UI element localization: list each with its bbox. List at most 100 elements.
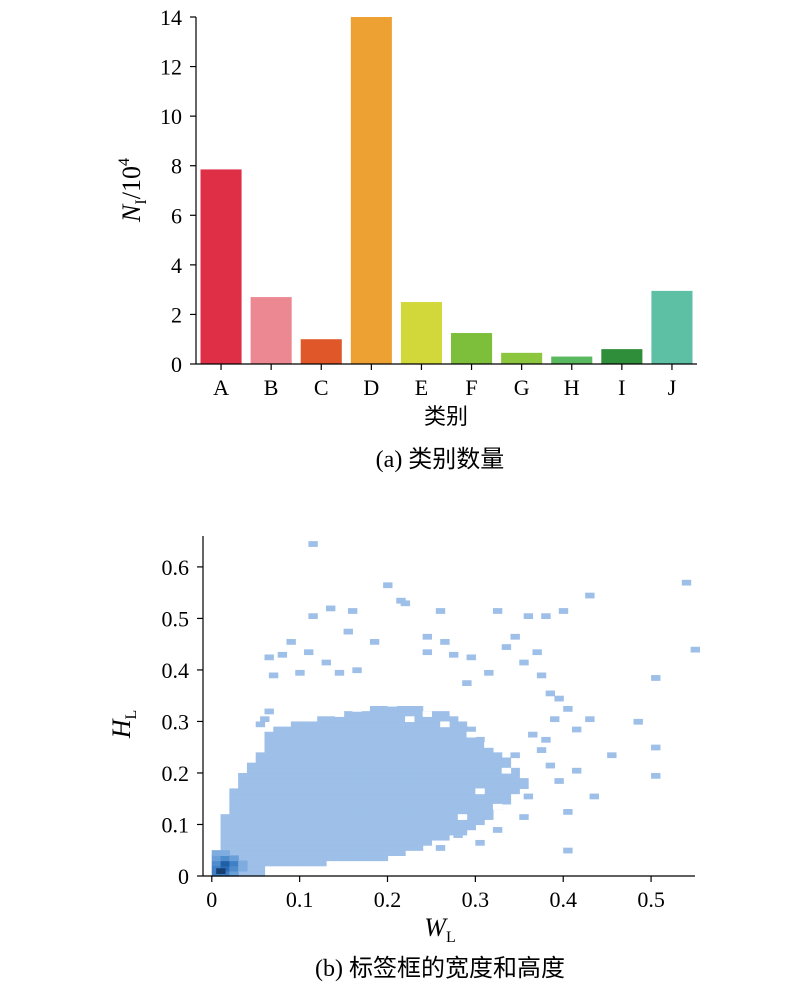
density-cell [273, 860, 283, 867]
outlier-cell [585, 716, 595, 723]
outlier-cell [295, 669, 305, 676]
outlier-cell [572, 726, 582, 733]
density-cell [290, 845, 301, 851]
density-cells [211, 541, 700, 877]
density-cell [475, 772, 485, 779]
density-cell [273, 762, 283, 769]
density-cell [282, 742, 292, 748]
outlier-cell [334, 669, 345, 676]
density-cell [422, 747, 433, 753]
density-cell [326, 839, 336, 846]
density-cell [229, 845, 239, 851]
density-cell [457, 793, 468, 800]
density-cell [255, 824, 266, 831]
density-cell [264, 752, 274, 759]
outlier-cell [264, 708, 274, 715]
bar-F [451, 333, 493, 364]
density-cell [405, 783, 415, 790]
outlier-cell [607, 752, 617, 759]
outlier-cell [523, 793, 534, 800]
y-tick-label: 8 [171, 154, 182, 179]
density-cell [255, 839, 266, 846]
density-cell [457, 742, 468, 748]
density-cell [255, 793, 266, 800]
density-cell [361, 829, 371, 836]
density-cell [290, 819, 301, 826]
density-cell [352, 839, 362, 846]
density-cell [378, 706, 389, 712]
density-cell [369, 767, 380, 774]
density-cell [255, 870, 266, 877]
density-cell [405, 757, 415, 764]
density-core-cell [229, 860, 239, 867]
density-cell [449, 762, 459, 769]
density-cell [475, 736, 485, 743]
density-cell [396, 757, 406, 764]
density-cell [246, 793, 257, 800]
density-cell [457, 803, 468, 810]
density-cell [282, 747, 292, 753]
density-cell [264, 778, 274, 784]
density-cell [352, 752, 362, 759]
density-cell [378, 747, 389, 753]
density-cell [326, 824, 336, 831]
density-cell [387, 731, 397, 738]
density-cell [369, 742, 380, 748]
x-tick-label: 0 [206, 887, 217, 912]
density-cell [317, 716, 327, 723]
density-cell [326, 819, 336, 826]
density-cell [343, 757, 353, 764]
density-cell [449, 803, 459, 810]
density-cell [369, 803, 380, 810]
outlier-cell [519, 659, 529, 666]
density-cell [396, 721, 406, 728]
density-cell [369, 736, 380, 743]
density-gap [501, 767, 512, 774]
density-cell [369, 778, 380, 784]
density-cell [361, 793, 371, 800]
outlier-cell [352, 667, 362, 674]
density-cell [299, 772, 310, 779]
density-cell [343, 829, 353, 836]
density-cell [308, 752, 318, 759]
density-cell [317, 778, 327, 784]
density-cell [334, 716, 345, 723]
density-cell [273, 767, 283, 774]
density-cell [255, 855, 266, 862]
density-cell [466, 778, 476, 784]
y-axis-label-main: H [107, 718, 136, 739]
density-cell [484, 803, 494, 810]
density-cell [290, 772, 301, 779]
density-cell [369, 757, 380, 764]
density-cell [290, 731, 301, 738]
outlier-cell [633, 718, 643, 725]
density-core-cell [220, 850, 230, 856]
density-cell [431, 809, 441, 815]
density-cell [466, 809, 476, 815]
density-cell [255, 752, 266, 759]
density-cell [369, 829, 380, 836]
density-cell [361, 809, 371, 815]
density-cell [396, 845, 406, 851]
density-cell [413, 736, 424, 743]
x-tick-label: H [564, 375, 580, 400]
density-cell [334, 855, 345, 862]
density-cell [290, 824, 301, 831]
density-cell [308, 726, 318, 733]
density-cell [369, 839, 380, 846]
density-cell [264, 757, 274, 764]
density-cell [264, 798, 274, 805]
density-cell [475, 742, 485, 748]
density-cell [361, 850, 371, 856]
density-cell [413, 839, 424, 846]
density-cell [378, 778, 389, 784]
density-cell [282, 793, 292, 800]
density-cell [378, 716, 389, 723]
density-core-cell [229, 855, 239, 862]
density-cell [299, 855, 310, 862]
density-cell [387, 772, 397, 779]
x-axis-label-main: W [424, 913, 448, 942]
density-cell [273, 778, 283, 784]
density-cell [369, 819, 380, 826]
density-cell [229, 834, 239, 841]
